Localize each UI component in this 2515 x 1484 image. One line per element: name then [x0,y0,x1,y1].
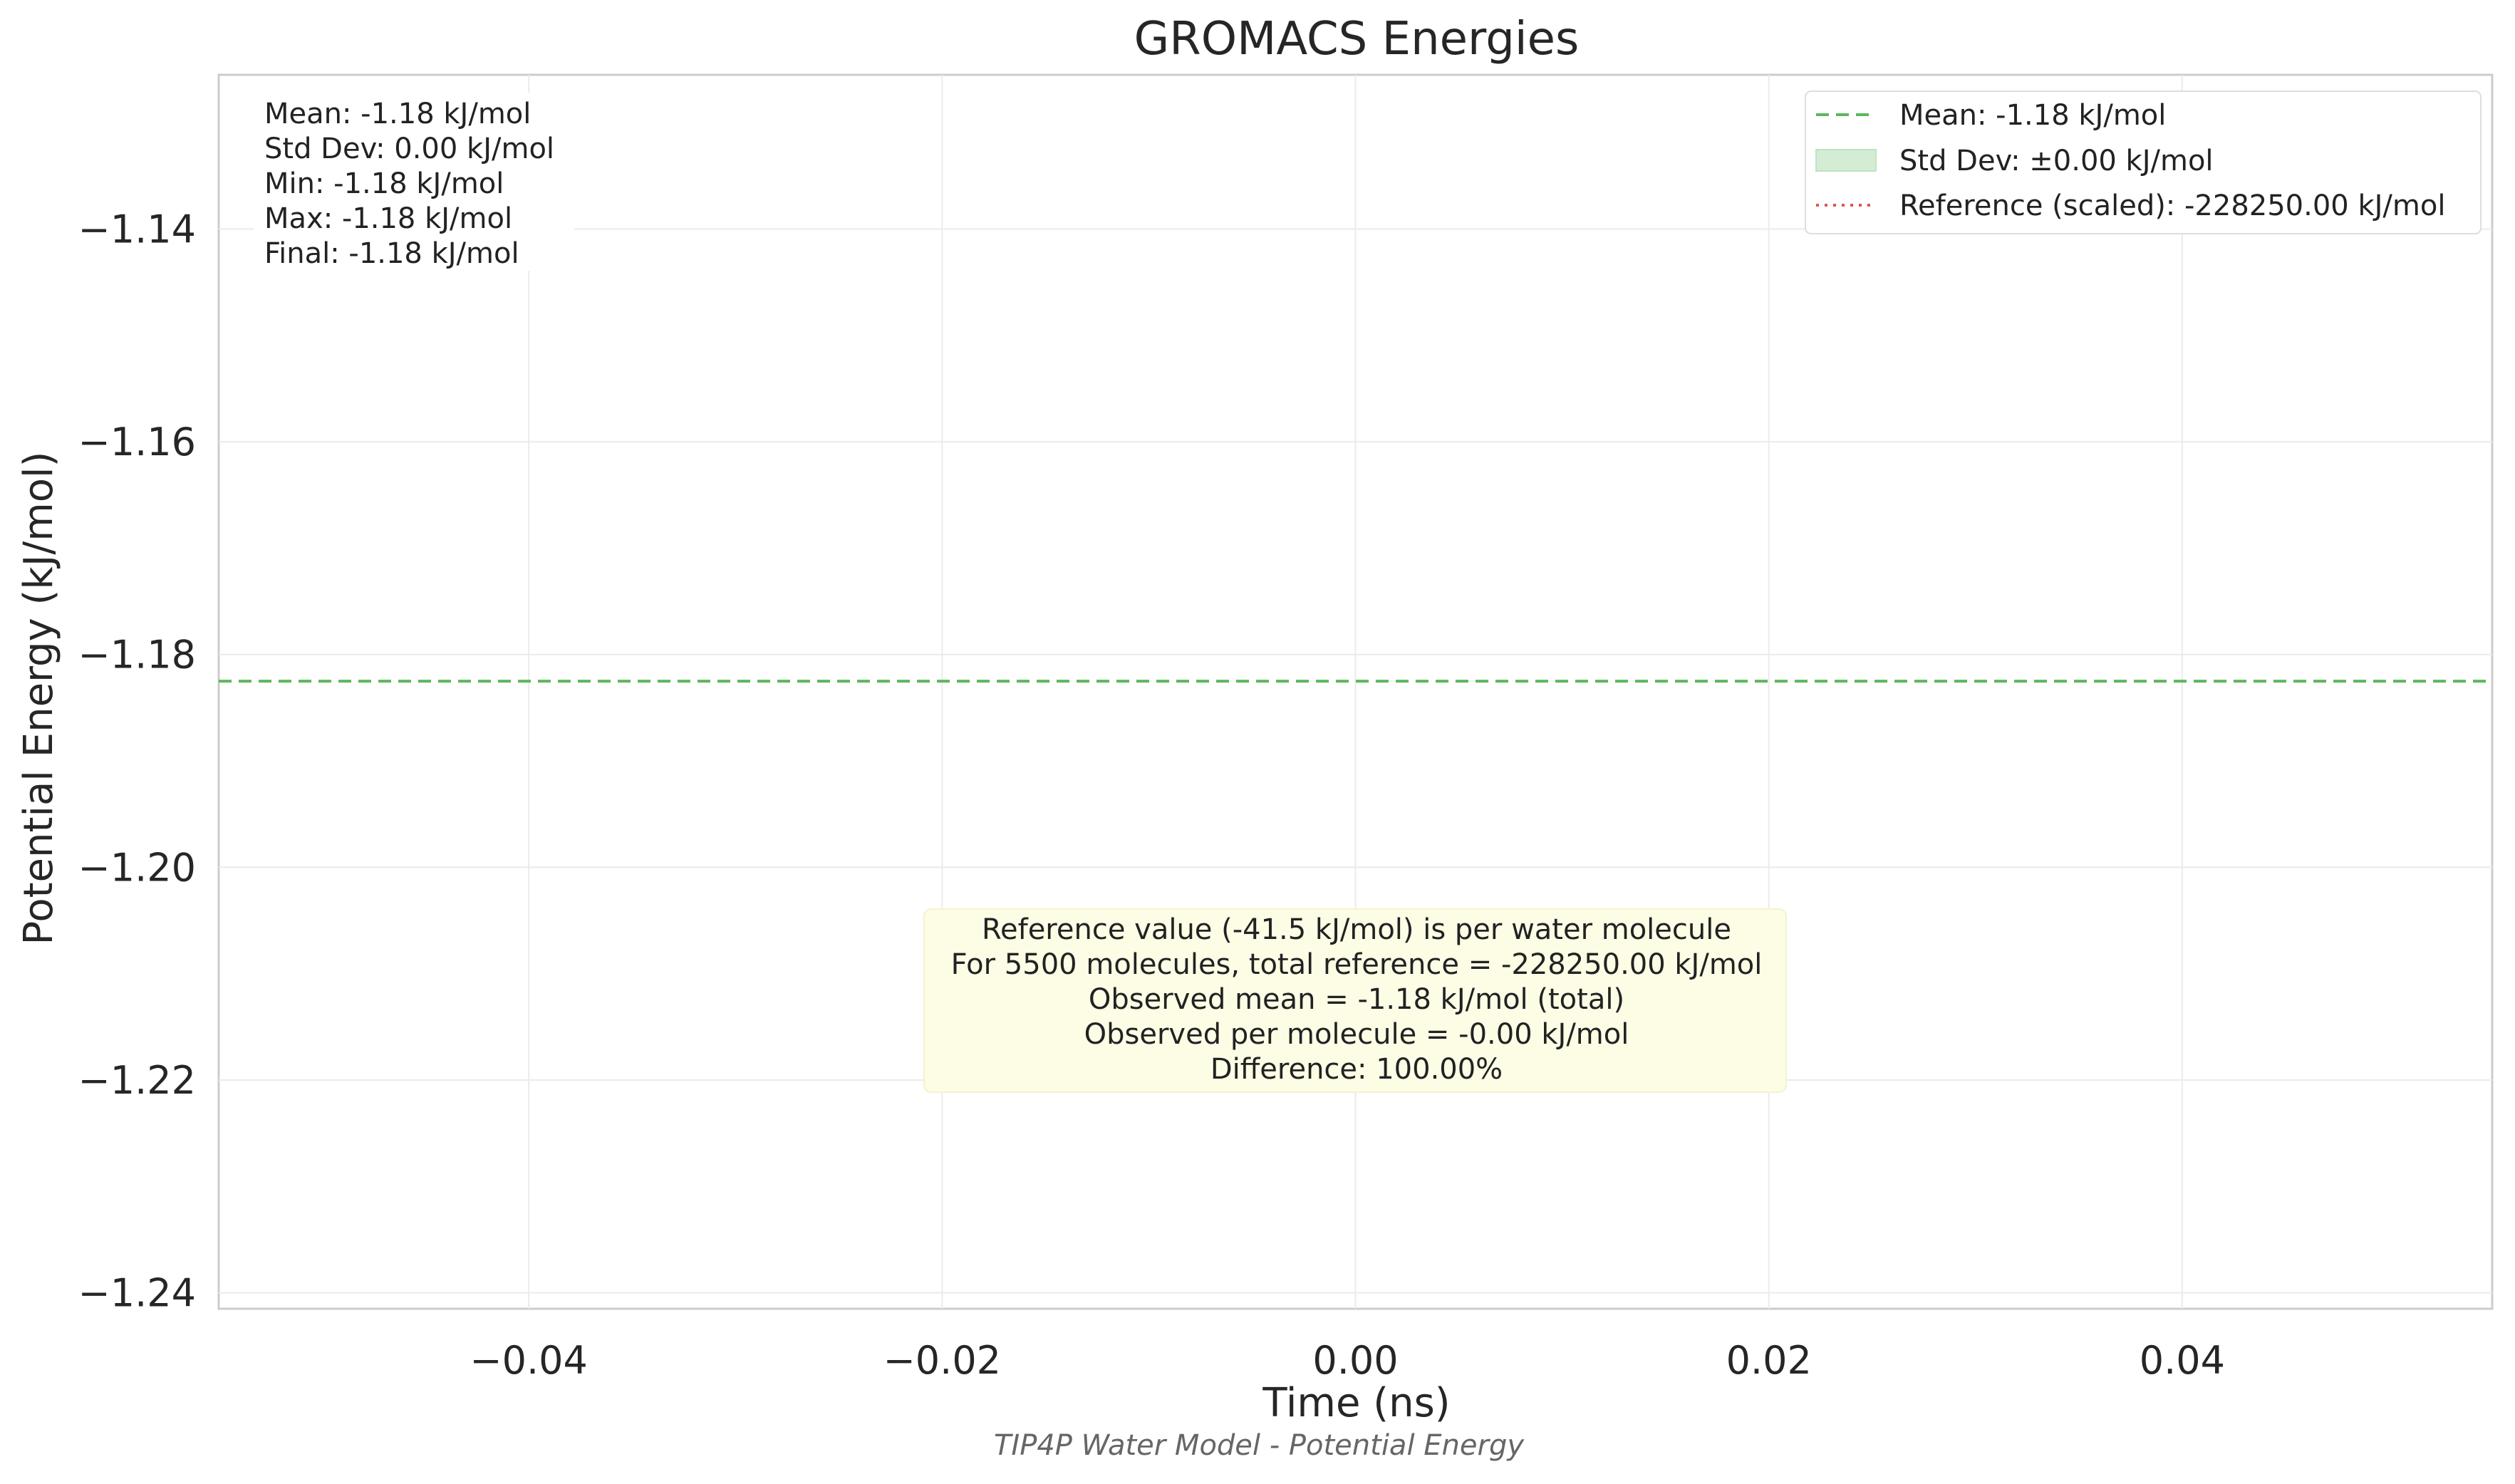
x-axis-label: Time (ns) [1262,1380,1450,1426]
reference-note-line: Observed per molecule = -0.00 kJ/mol [1084,1018,1629,1051]
chart-caption: TIP4P Water Model - Potential Energy [994,1429,1525,1462]
chart-title: GROMACS Energies [1134,13,1580,66]
y-tick-label: −1.20 [78,845,196,890]
y-tick-label: −1.22 [78,1058,196,1103]
y-tick-label: −1.14 [78,207,196,252]
legend-label: Std Dev: ±0.00 kJ/mol [1899,145,2214,177]
reference-note-line: Reference value (-41.5 kJ/mol) is per wa… [982,913,1731,946]
x-tick-label: 0.00 [1312,1338,1398,1383]
legend-label: Mean: -1.18 kJ/mol [1899,99,2166,132]
stats-box-background [254,93,574,271]
x-tick-label: 0.04 [2140,1338,2225,1383]
x-tick-label: −0.02 [883,1338,1001,1383]
reference-note: Reference value (-41.5 kJ/mol) is per wa… [923,908,1787,1093]
stats-line: Std Dev: 0.00 kJ/mol [264,133,554,165]
x-tick-labels: −0.04 −0.02 0.00 0.02 0.04 [470,1338,2225,1383]
stats-line: Mean: -1.18 kJ/mol [264,98,531,130]
reference-note-box [923,908,1787,1093]
legend-label: Reference (scaled): -228250.00 kJ/mol [1899,190,2445,222]
stats-line: Max: -1.18 kJ/mol [264,202,512,235]
y-axis-label: Potential Energy (kJ/mol) [16,452,62,945]
x-tick-label: −0.04 [470,1338,587,1383]
reference-note-line: For 5500 molecules, total reference = -2… [951,948,1763,981]
reference-note-line: Difference: 100.00% [1210,1053,1503,1086]
stats-line: Min: -1.18 kJ/mol [264,167,504,200]
y-tick-labels: −1.14 −1.16 −1.18 −1.20 −1.22 −1.24 [78,207,196,1316]
legend: Mean: -1.18 kJ/mol Std Dev: ±0.00 kJ/mol R… [1805,90,2482,234]
stats-line: Final: -1.18 kJ/mol [264,237,519,270]
y-tick-label: −1.16 [78,420,196,465]
reference-note-line: Observed mean = -1.18 kJ/mol (total) [1089,983,1624,1016]
legend-swatch-std [1815,149,1877,172]
y-tick-label: −1.24 [78,1271,196,1316]
grid-lines [219,75,2492,1309]
y-tick-label: −1.18 [78,633,196,678]
legend-frame [1805,90,2482,234]
x-tick-label: 0.02 [1726,1338,1812,1383]
